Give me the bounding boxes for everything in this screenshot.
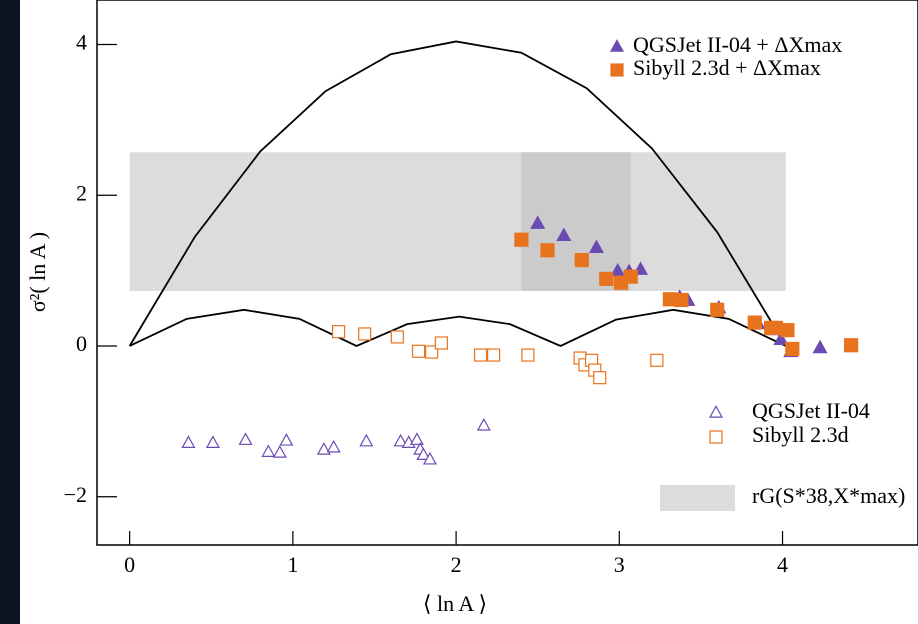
data-point (473, 348, 488, 362)
data-point (785, 341, 800, 357)
boundary-curve (128, 40, 787, 347)
boundary-curve (129, 308, 787, 347)
y-tick-label: −2 (64, 482, 87, 507)
data-point (514, 232, 529, 247)
data-point (556, 227, 572, 241)
data-point (358, 327, 372, 341)
data-point (238, 432, 253, 445)
data-point (331, 325, 346, 339)
data-point (487, 348, 501, 362)
data-point (359, 433, 374, 447)
data-point (434, 336, 448, 350)
x-axis-title: ⟨ ln A ⟩ (423, 591, 487, 616)
data-point (530, 215, 546, 229)
band (129, 152, 786, 291)
legend-label: QGSJet II-04 (752, 398, 870, 423)
y-tick-label: 2 (76, 180, 87, 205)
y-tick-label: 0 (76, 331, 87, 356)
legend-marker (709, 430, 723, 444)
legend-label: Sibyll 2.3d + ΔXmax (633, 55, 821, 80)
data-point (588, 239, 604, 254)
x-tick-label: 4 (777, 552, 788, 577)
data-point (476, 417, 491, 431)
x-tick-label: 1 (287, 552, 298, 577)
legend-band-swatch (660, 485, 735, 511)
y-axis-title: σ²( ln A ) (25, 232, 50, 312)
data-point (422, 451, 437, 465)
data-point (279, 433, 294, 446)
legend-marker (610, 63, 624, 77)
legend-label: Sibyll 2.3d (752, 422, 849, 447)
data-point (623, 269, 638, 284)
data-point (326, 439, 341, 453)
data-point (416, 447, 431, 461)
data-point (181, 435, 196, 448)
data-point (393, 433, 408, 447)
y-tick-label: 4 (76, 30, 87, 55)
data-point (843, 338, 859, 353)
data-point (674, 292, 689, 308)
legend-label: rG(S*38,X*max) (752, 483, 905, 508)
data-point (521, 348, 535, 362)
data-point (593, 371, 607, 385)
x-tick-label: 3 (614, 552, 625, 577)
data-point (409, 432, 424, 445)
data-point (574, 252, 589, 268)
data-point (710, 302, 725, 317)
data-point (411, 344, 426, 358)
data-point (272, 445, 287, 458)
data-point (773, 331, 789, 346)
legend-marker (708, 405, 724, 418)
data-point (599, 271, 614, 287)
data-point (425, 345, 439, 359)
data-point (390, 330, 404, 344)
legend-label: QGSJet II-04 + ΔXmax (633, 32, 842, 57)
data-point (540, 243, 555, 258)
data-point (780, 323, 795, 338)
data-point (205, 435, 220, 448)
x-tick-label: 2 (451, 552, 462, 577)
data-point (316, 442, 331, 455)
data-point (261, 444, 276, 457)
chart-background (20, 0, 918, 624)
x-tick-label: 0 (124, 552, 135, 577)
data-point (747, 315, 762, 330)
plot-frame (96, 0, 918, 546)
legend-marker (609, 39, 625, 52)
data-point (812, 339, 828, 354)
data-point (650, 353, 664, 367)
